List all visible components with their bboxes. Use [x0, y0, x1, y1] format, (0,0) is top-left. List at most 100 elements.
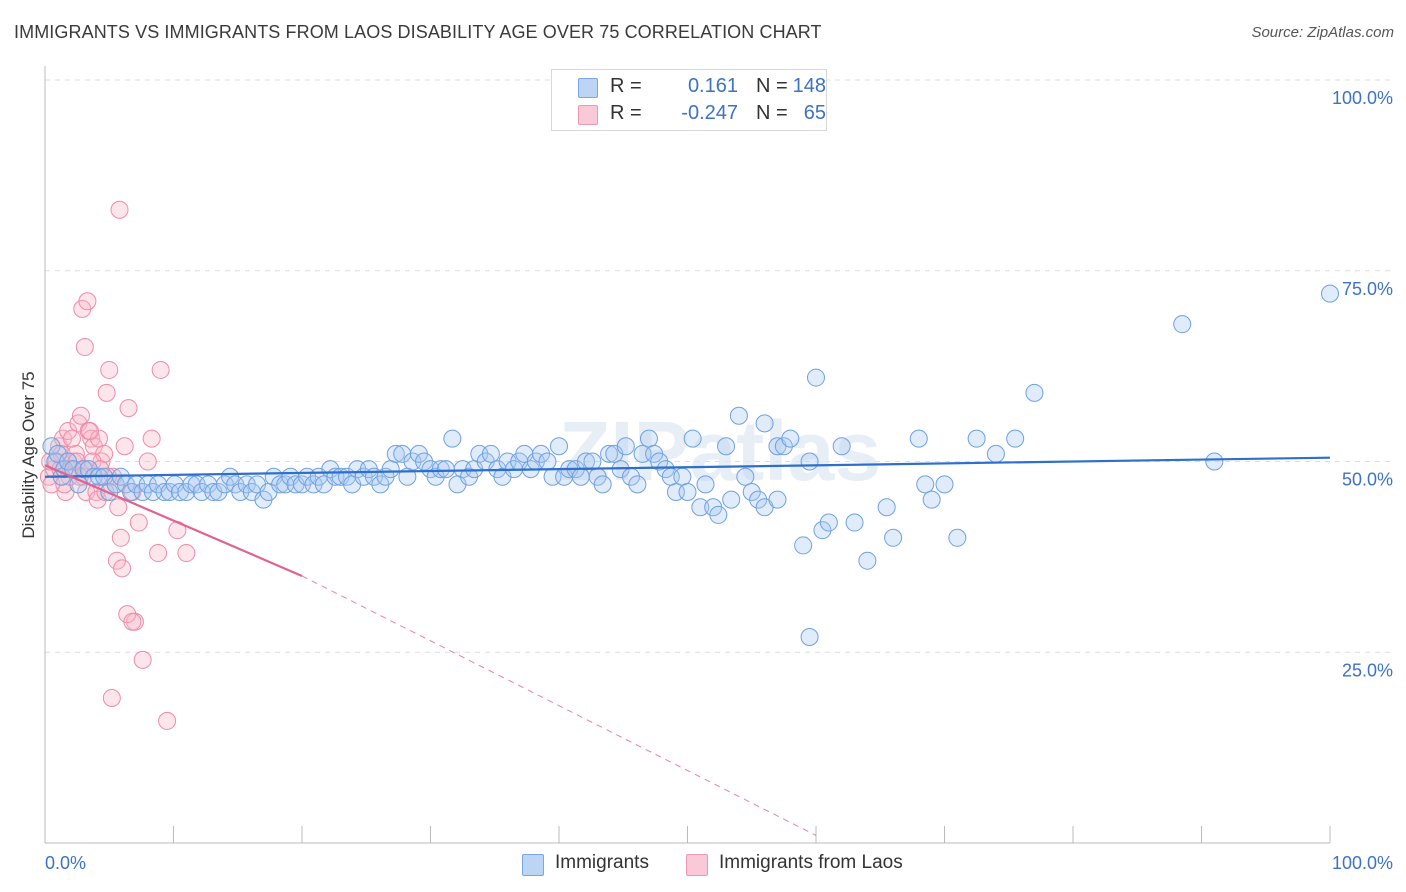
immigrant-point [443, 429, 462, 448]
immigrant-point [813, 521, 832, 540]
immigrant-point [69, 475, 88, 494]
laos-point [111, 528, 130, 547]
immigrant-point [781, 429, 800, 448]
immigrant-point [729, 406, 748, 425]
laos-point [66, 444, 85, 463]
immigrant-point [768, 490, 787, 509]
r-value: -0.247 [681, 102, 738, 124]
immigrant-point [832, 437, 851, 456]
laos-point [113, 559, 132, 578]
n-label: N = [756, 75, 788, 97]
immigrant-point [42, 437, 61, 456]
r-value: 0.161 [687, 75, 738, 97]
r-label: R = [610, 75, 642, 97]
immigrant-point [209, 483, 228, 502]
trend-lines [44, 456, 1331, 836]
immigrants-swatch [578, 78, 598, 98]
x-tick-label-right: 100.0% [1332, 853, 1393, 873]
immigrant-point [1321, 284, 1339, 303]
immigrant-point [271, 475, 290, 494]
immigrants-legend-swatch [522, 854, 544, 876]
immigrant-point [155, 483, 174, 502]
immigrant-point [877, 498, 896, 517]
immigrant-point [48, 444, 67, 463]
laos-point [115, 437, 134, 456]
immigrant-point [415, 452, 434, 471]
laos-point [138, 452, 157, 471]
immigrant-point [736, 467, 755, 486]
x-tick-label-left: 0.0% [45, 853, 86, 873]
immigrant-point [986, 444, 1005, 463]
immigrant-point [576, 452, 595, 471]
immigrant-point [742, 483, 761, 502]
immigrant-point [431, 460, 450, 479]
immigrant-point [628, 475, 647, 494]
laos-point [129, 513, 148, 532]
immigrant-point [673, 467, 692, 486]
y-tick-label: 75.0% [1342, 279, 1393, 299]
x-tick-labels: 0.0% 100.0% [45, 853, 1393, 873]
immigrant-point [650, 452, 669, 471]
immigrant-point [935, 475, 954, 494]
immigrant-point [807, 368, 825, 387]
immigrant-point [616, 437, 635, 456]
immigrant-point [381, 460, 400, 479]
laos-point [109, 498, 128, 517]
laos-point [149, 544, 168, 563]
immigrants-legend-label: Immigrants [555, 852, 649, 873]
immigrant-point [481, 444, 500, 463]
immigrant-point [819, 513, 838, 532]
immigrant-point [916, 475, 935, 494]
immigrant-point [948, 528, 967, 547]
y-tick-label: 100.0% [1332, 88, 1393, 108]
immigrant-point [709, 505, 728, 524]
immigrants-trend-line [44, 456, 1331, 478]
immigrant-point [678, 483, 697, 502]
immigrant-point [1173, 315, 1192, 334]
laos-swatch [578, 105, 598, 125]
immigrant-point [571, 467, 590, 486]
laos-points [39, 200, 196, 730]
laos-point [158, 711, 177, 730]
laos-trend-line [44, 464, 303, 577]
n-value: 148 [792, 75, 826, 97]
laos-point [80, 421, 99, 440]
immigrant-point [696, 475, 715, 494]
immigrant-point [909, 429, 928, 448]
immigrant-point [532, 444, 551, 463]
laos-point [177, 544, 196, 563]
immigrant-point [1205, 452, 1224, 471]
immigrant-point [550, 437, 568, 456]
source-credit: Source: ZipAtlas.com [1251, 24, 1394, 41]
immigrant-point [800, 452, 819, 471]
laos-point [78, 292, 97, 311]
immigrant-point [639, 429, 658, 448]
laos-point [102, 689, 121, 708]
laos-point [110, 200, 129, 219]
immigrant-point [794, 536, 813, 555]
immigrant-point [884, 528, 903, 547]
immigrant-point [858, 551, 877, 570]
immigrant-point [1025, 383, 1044, 402]
chart-title: IMMIGRANTS VS IMMIGRANTS FROM LAOS DISAB… [14, 22, 822, 42]
immigrant-point [538, 452, 557, 471]
laos-point [71, 406, 90, 425]
y-tick-label: 50.0% [1342, 470, 1393, 490]
watermark: ZIPatlas [559, 404, 881, 498]
immigrant-point [800, 627, 819, 646]
immigrant-point [717, 437, 736, 456]
r-label: R = [610, 102, 642, 124]
laos-legend-label: Immigrants from Laos [719, 852, 903, 873]
laos-point [123, 612, 142, 631]
immigrant-point [755, 414, 774, 433]
y-tick-labels: 100.0% 75.0% 50.0% 25.0% [1332, 88, 1393, 680]
n-label: N = [756, 102, 788, 124]
immigrant-point [845, 513, 864, 532]
immigrant-point [722, 490, 741, 509]
laos-point [75, 338, 94, 357]
laos-point [119, 399, 138, 418]
laos-point [100, 360, 119, 379]
laos-point [151, 360, 170, 379]
laos-point [97, 383, 116, 402]
